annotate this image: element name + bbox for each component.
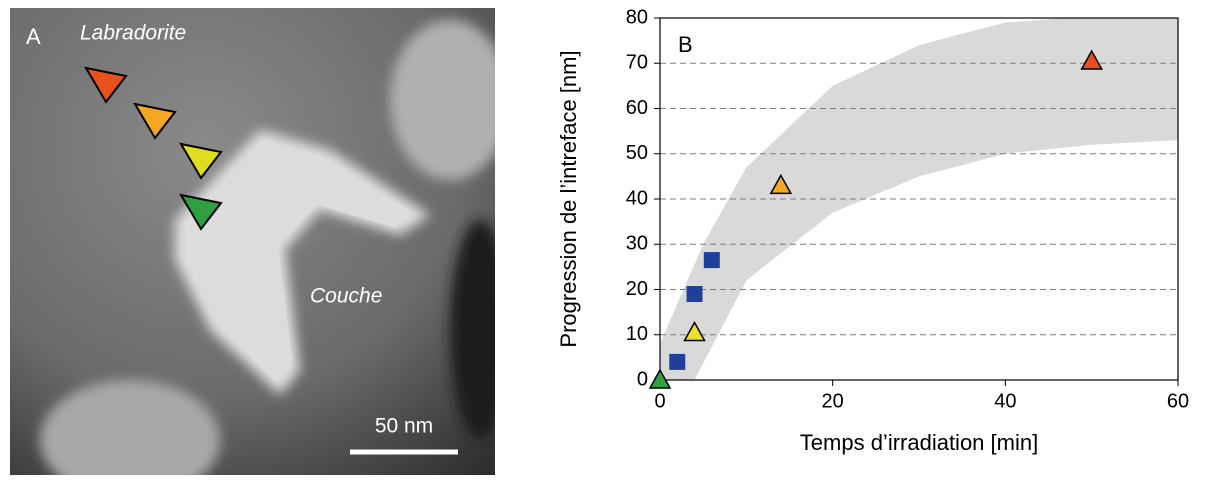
y-axis-label: Progression de l’intreface [nm] [556, 50, 581, 347]
x-tick-label: 40 [994, 390, 1016, 412]
panel-label: B [678, 32, 693, 57]
y-tick-label: 50 [626, 142, 648, 164]
y-tick-label: 60 [626, 97, 648, 119]
y-tick-label: 20 [626, 278, 648, 300]
y-tick-label: 80 [626, 6, 648, 28]
y-tick-label: 30 [626, 233, 648, 255]
panel-label: A [26, 24, 41, 49]
x-tick-label: 0 [654, 390, 665, 412]
chart: 0 10 20 30 40 50 60 70 80 0 20 40 60 B Temps d’irradia… [556, 6, 1189, 455]
y-tick-label: 70 [626, 52, 648, 74]
y-tick-label: 0 [637, 368, 648, 390]
y-tick-label: 40 [626, 187, 648, 209]
square-point [703, 252, 720, 269]
x-tick-label: 60 [1167, 390, 1189, 412]
x-axis-label: Temps d’irradiation [min] [800, 430, 1038, 455]
y-tick-label: 10 [626, 323, 648, 345]
plot-frame [659, 17, 1179, 381]
envelope-band [660, 18, 1178, 380]
scale-label: 50 nm [375, 415, 433, 438]
square-point [669, 353, 686, 370]
annotation: Labradorite [80, 22, 186, 45]
x-tick-label: 20 [822, 390, 844, 412]
square-point [686, 286, 703, 303]
triangle-point [769, 173, 793, 195]
micrograph [10, 8, 495, 475]
triangle-point [1080, 49, 1103, 70]
triangle-point [683, 320, 706, 342]
triangle-point [648, 368, 672, 389]
annotation: Couche [310, 285, 382, 308]
